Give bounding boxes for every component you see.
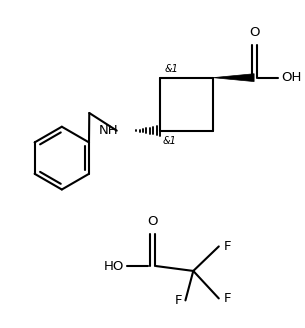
Text: OH: OH	[282, 71, 302, 84]
Text: &1: &1	[163, 135, 177, 146]
Text: F: F	[224, 292, 231, 305]
Text: HO: HO	[104, 259, 125, 273]
Text: F: F	[224, 240, 231, 253]
Text: &1: &1	[165, 64, 179, 74]
Text: O: O	[147, 215, 157, 228]
Polygon shape	[213, 74, 254, 82]
Text: O: O	[249, 26, 259, 39]
Text: NH: NH	[99, 124, 119, 137]
Text: F: F	[175, 294, 182, 307]
